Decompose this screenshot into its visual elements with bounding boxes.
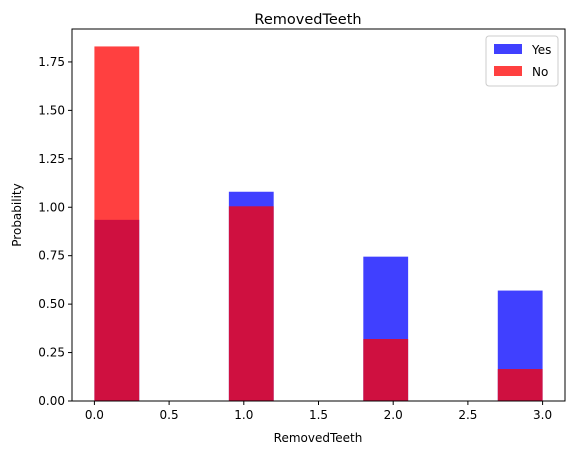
bar-no-3 <box>497 369 543 401</box>
y-tick-label: 1.25 <box>38 152 65 166</box>
x-tick-label: 2.0 <box>384 408 403 422</box>
y-tick-label: 1.75 <box>38 55 65 69</box>
x-tick-label: 1.0 <box>234 408 253 422</box>
bar-no-1 <box>228 206 274 401</box>
legend: Yes No <box>485 35 559 87</box>
chart-title: RemovedTeeth <box>254 12 361 28</box>
y-tick-label: 1.50 <box>38 103 65 117</box>
x-tick-label: 1.5 <box>309 408 328 422</box>
x-axis-title: RemovedTeeth <box>274 431 363 445</box>
x-tick-label: 2.5 <box>458 408 477 422</box>
y-tick-label: 0.50 <box>38 297 65 311</box>
legend-swatch-no <box>494 66 522 76</box>
y-tick-label: 1.00 <box>38 200 65 214</box>
x-tick-label: 3.0 <box>533 408 552 422</box>
y-axis: 0.00 0.25 0.50 0.75 1.00 1.25 1.50 1.75 <box>38 55 72 408</box>
legend-swatch-yes <box>494 44 522 54</box>
bar-no-0 <box>94 46 140 401</box>
legend-label-yes: Yes <box>531 43 551 57</box>
y-tick-label: 0.25 <box>38 346 65 360</box>
legend-label-no: No <box>532 65 548 79</box>
x-axis: 0.0 0.5 1.0 1.5 2.0 2.5 3.0 <box>85 401 552 422</box>
bar-no-2 <box>363 339 409 401</box>
y-tick-label: 0.00 <box>38 394 65 408</box>
y-tick-label: 0.75 <box>38 249 65 263</box>
y-axis-title: Probability <box>10 183 24 246</box>
x-tick-label: 0.5 <box>160 408 179 422</box>
x-tick-label: 0.0 <box>85 408 104 422</box>
bars-layer <box>94 46 543 401</box>
